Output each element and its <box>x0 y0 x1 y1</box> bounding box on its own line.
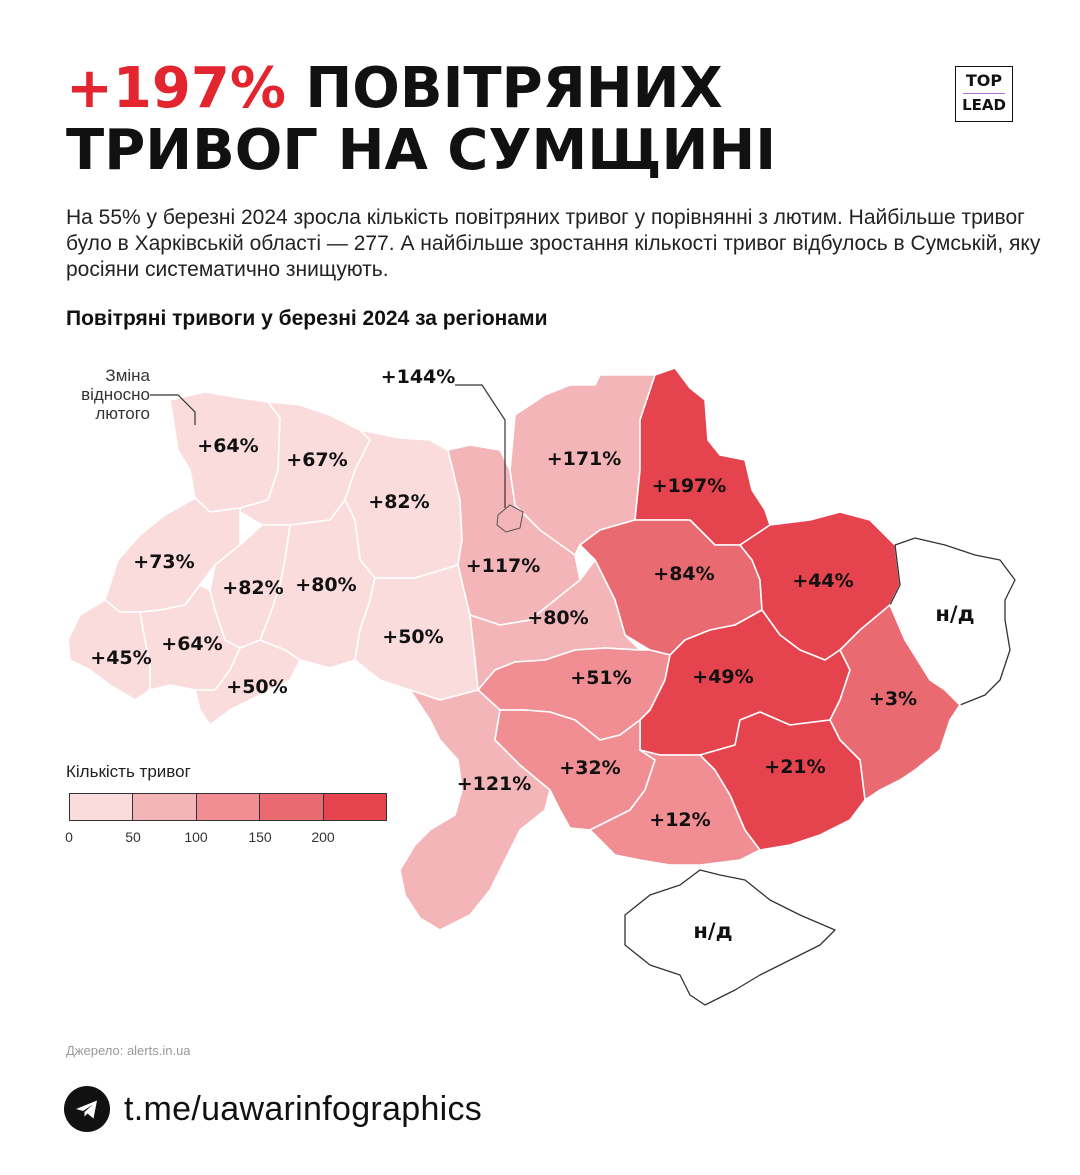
ukraine-map: Зміна відносно лютого +144% +64% +67% +82%… <box>67 366 1016 1006</box>
region-label: +84% <box>653 563 714 585</box>
region-label: +82% <box>222 577 283 599</box>
title-accent: +197% <box>66 56 286 121</box>
top-lead-logo: TOP LEAD <box>955 66 1013 122</box>
note-line-2: відносно <box>81 385 150 404</box>
legend-swatch-2 <box>196 794 261 820</box>
region-label: +197% <box>652 475 727 497</box>
region-label: н/д <box>693 919 732 943</box>
region-label: +49% <box>692 666 753 688</box>
legend-swatch-3 <box>260 794 324 820</box>
legend-swatch-1 <box>133 794 197 820</box>
map-subtitle: Повітряні тривоги у березні 2024 за регі… <box>66 307 548 330</box>
legend-title: Кількість тривог <box>66 762 191 781</box>
region-chernivtsi <box>194 639 301 726</box>
page-title: +197% ПОВІТРЯНИХ ТРИВОГ НА СУМЩИНІ <box>66 58 886 182</box>
region-label: +117% <box>466 555 541 577</box>
description: На 55% у березні 2024 зросла кількість п… <box>66 206 1041 281</box>
title-rest: ПОВІТРЯНИХ ТРИВОГ НА СУМЩИНІ <box>66 56 777 183</box>
region-label: +73% <box>133 551 194 573</box>
region-label: +3% <box>869 688 917 710</box>
region-label: +82% <box>368 491 429 513</box>
region-label: +80% <box>527 607 588 629</box>
kyiv-city-leader <box>455 384 506 508</box>
region-sumy <box>634 367 771 546</box>
legend-tick-200: 200 <box>311 829 335 845</box>
legend-tick-0: 0 <box>65 829 73 845</box>
region-label: +12% <box>649 809 710 831</box>
region-label: +64% <box>197 435 258 457</box>
telegram-link[interactable]: t.me/uawarinfographics <box>124 1090 483 1128</box>
region-label: +32% <box>559 757 620 779</box>
region-label: +64% <box>161 633 222 655</box>
legend-tick-100: 100 <box>184 829 208 845</box>
kyiv-city <box>496 504 524 533</box>
region-label: +51% <box>570 667 631 689</box>
region-label: +67% <box>286 449 347 471</box>
source-note: Джерело: alerts.in.ua <box>66 1043 191 1058</box>
logo-line-1: TOP <box>965 71 1003 90</box>
region-crimea <box>624 869 836 1006</box>
note-leader <box>150 394 196 425</box>
logo-divider <box>963 93 1005 94</box>
kyiv-city-label: +144% <box>381 366 456 388</box>
region-label: +50% <box>226 676 287 698</box>
legend-bar <box>69 793 387 821</box>
region-label: н/д <box>935 602 974 626</box>
region-label: +21% <box>764 756 825 778</box>
region-label: +121% <box>457 773 532 795</box>
legend-swatch-4 <box>323 794 387 820</box>
region-label: +44% <box>792 570 853 592</box>
region-label: +171% <box>547 448 622 470</box>
telegram-icon <box>64 1086 110 1132</box>
legend-tick-50: 50 <box>125 829 141 845</box>
region-zaporizhzhia <box>699 711 866 851</box>
legend-tick-150: 150 <box>248 829 272 845</box>
region-label: +80% <box>295 574 356 596</box>
note-line-1: Зміна <box>105 366 150 385</box>
note-line-3: лютого <box>95 404 150 423</box>
region-label: +45% <box>90 647 151 669</box>
logo-line-2: LEAD <box>962 96 1006 114</box>
region-label: +50% <box>382 626 443 648</box>
legend-swatch-0 <box>70 794 134 820</box>
